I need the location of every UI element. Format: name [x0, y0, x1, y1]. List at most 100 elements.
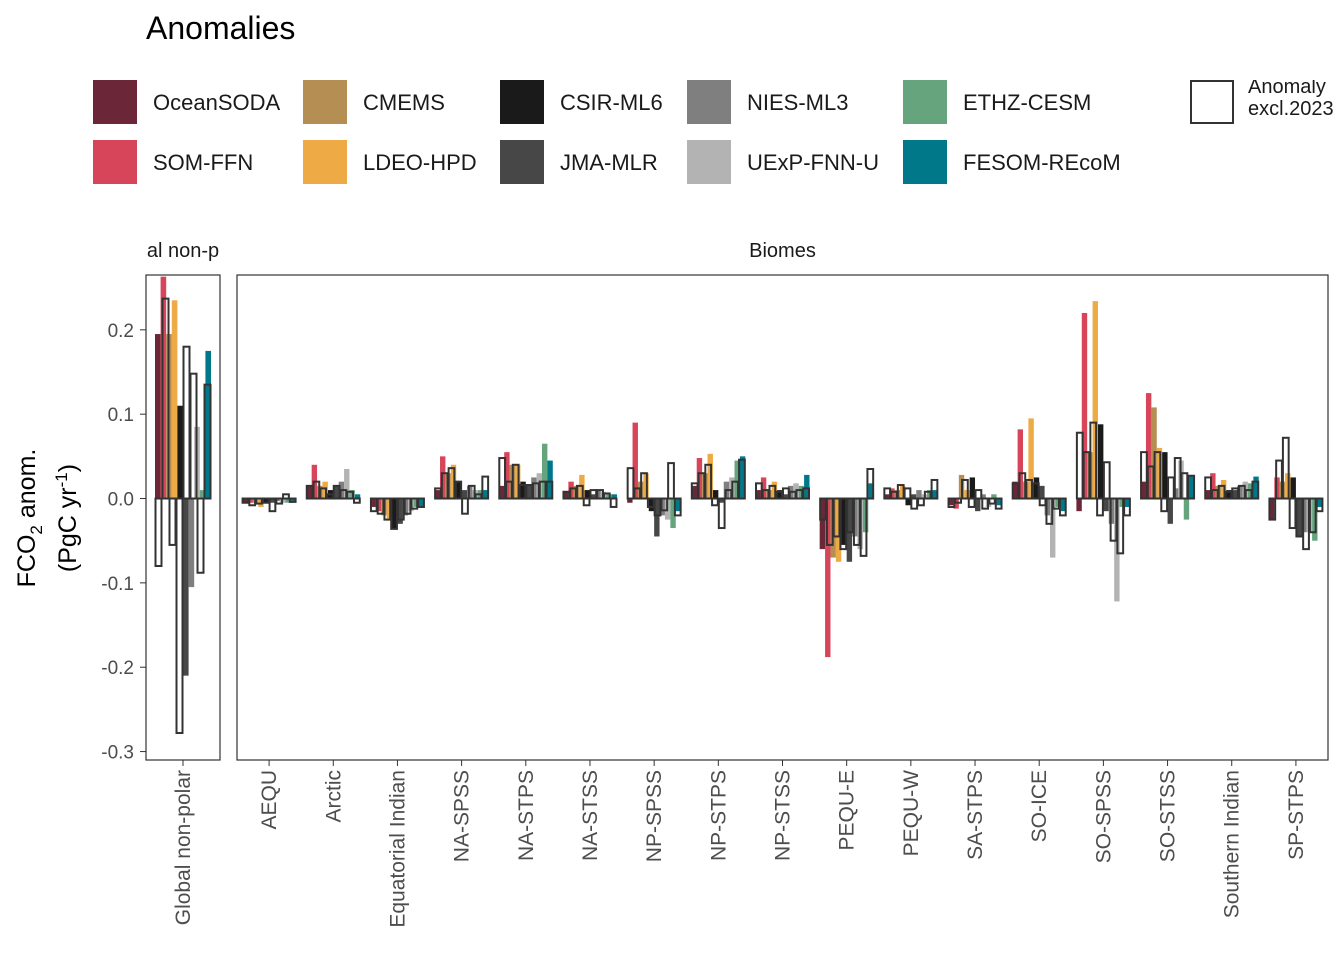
x-tick-label-na-stps: NA-STPS	[515, 770, 538, 861]
outline-bar-so-ice	[1038, 497, 1047, 507]
panel-border	[145, 274, 221, 761]
outline-bar-arctic	[346, 490, 355, 500]
bar-so-ice-jma-mlr	[1039, 485, 1045, 499]
x-tick-label-so-spss: SO-SPSS	[1092, 770, 1115, 863]
bar-southern-indian-som-ffn	[1210, 473, 1216, 499]
outline-bar-global-non-polar	[203, 383, 212, 500]
y-tick-label: 0.2	[108, 321, 134, 342]
bar-aequ-fesom-recom	[290, 498, 297, 502]
outline-bar-pequ-w	[930, 478, 939, 500]
outline-bar-sp-stps	[1315, 497, 1324, 513]
outline-bar-so-spss	[1116, 497, 1125, 555]
x-tick-label-so-ice: SO-ICE	[1028, 770, 1051, 842]
x-tick-label-sp-stps: SP-STPS	[1285, 770, 1308, 860]
outline-bar-np-spss	[640, 472, 648, 500]
y-axis-title-line2: (PgC yr-1)	[52, 464, 82, 572]
bar-np-spss-jma-mlr	[654, 498, 660, 537]
bar-sp-stps-csir-ml6	[1290, 477, 1296, 499]
bar-pequ-e-oceansoda	[819, 498, 826, 550]
bar-equatorial-indian-csir-ml6	[392, 498, 398, 529]
outline-bar-so-spss	[1096, 497, 1104, 517]
outline-bar-na-stss	[609, 497, 618, 508]
bar-global-non-polar-nies-ml3	[188, 498, 195, 588]
panel-border	[236, 274, 1329, 761]
y-tick-label: -0.3	[101, 743, 134, 764]
bar-pequ-w-oceansoda	[883, 494, 890, 499]
y-tick-label: -0.2	[101, 658, 134, 679]
bar-na-spss-csir-ml6	[456, 481, 462, 499]
bar-sa-stps-fesom-recom	[996, 498, 1003, 506]
outline-bar-na-stss	[582, 497, 591, 507]
outline-bar-aequ	[282, 493, 290, 500]
legend-label-jma-mlr: JMA-MLR	[560, 150, 658, 175]
outline-bar-sa-stps	[994, 497, 1003, 510]
legend-label-ldeo-hpd: LDEO-HPD	[363, 150, 477, 175]
x-tick-label-pequ-w: PEQU-W	[900, 770, 923, 857]
bar-pequ-e-fesom-recom	[868, 483, 874, 499]
outline-bar-so-spss	[1102, 461, 1111, 500]
bar-so-stss-ethz-cesm	[1183, 498, 1190, 520]
y-tick-label: 0.0	[108, 490, 134, 511]
bar-np-stss-jma-mlr	[782, 494, 788, 499]
bar-arctic-fesom-recom	[354, 494, 361, 499]
bar-np-spss-csir-ml6	[648, 498, 655, 512]
outline-bar-global-non-polar	[161, 297, 170, 500]
bar-southern-indian-fesom-recom	[1253, 476, 1259, 499]
x-tick-label-na-stss: NA-STSS	[579, 770, 602, 861]
outline-bar-na-spss	[467, 484, 476, 500]
bar-so-ice-oceansoda	[1012, 481, 1018, 499]
outline-bar-global-non-polar	[175, 497, 184, 735]
bar-na-spss-fesom-recom	[483, 490, 489, 499]
outline-bar-global-non-polar	[189, 372, 198, 500]
bar-southern-indian-jma-mlr	[1231, 490, 1238, 499]
outline-bar-global-non-polar	[196, 497, 205, 574]
outline-bar-na-stps	[545, 480, 554, 500]
outline-bar-na-stps	[511, 463, 520, 500]
outline-bar-sa-stps	[981, 497, 990, 510]
bar-arctic-oceansoda	[306, 485, 312, 499]
x-tick-label-global-non-polar: Global non-polar	[172, 770, 195, 925]
outline-bar-so-spss	[1075, 431, 1084, 500]
bar-global-non-polar-ldeo-hpd	[171, 300, 178, 499]
bar-sa-stps-oceansoda	[948, 498, 954, 506]
outline-bar-na-spss	[461, 497, 469, 515]
x-tick-label-equatorial-indian: Equatorial Indian	[386, 770, 409, 928]
x-tick-label-pequ-e: PEQU-E	[836, 770, 859, 851]
bar-np-stps-csir-ml6	[712, 490, 719, 499]
bar-sa-stps-ethz-cesm	[991, 494, 997, 499]
x-tick-label-so-stss: SO-STSS	[1157, 770, 1180, 862]
outline-bar-southern-indian	[1204, 476, 1212, 500]
legend-key-oceansoda	[93, 80, 137, 124]
bar-equatorial-indian-oceansoda	[370, 498, 376, 507]
outline-bar-aequ	[288, 497, 297, 503]
outline-bar-so-spss	[1123, 497, 1131, 517]
bar-sa-stps-jma-mlr	[975, 498, 981, 512]
outline-bar-southern-indian	[1251, 480, 1260, 500]
outline-bar-so-ice	[1031, 482, 1040, 500]
y-tick-label: -0.1	[101, 574, 134, 595]
bar-na-stps-csir-ml6	[520, 481, 526, 499]
outline-bar-global-non-polar	[182, 345, 191, 500]
bar-np-spss-som-ffn	[632, 422, 638, 499]
legend-key-nies-ml3	[687, 80, 731, 124]
outline-bar-sa-stps	[974, 489, 983, 500]
bar-np-stss-fesom-recom	[804, 474, 810, 499]
outline-bar-so-ice	[1058, 497, 1067, 517]
outline-bar-np-stps	[738, 458, 746, 500]
outline-bar-arctic	[353, 497, 361, 504]
legend-label-fesom-recom: FESOM-REcoM	[963, 150, 1121, 175]
x-tick-label-np-spss: NP-SPSS	[643, 770, 666, 862]
outline-bar-np-stps	[704, 463, 713, 500]
bar-sp-stps-oceansoda	[1268, 498, 1275, 520]
bar-global-non-polar-jma-mlr	[183, 498, 189, 676]
bar-so-ice-ldeo-hpd	[1028, 418, 1034, 499]
outline-bar-global-non-polar	[168, 497, 177, 546]
outline-bar-so-stss	[1187, 474, 1196, 500]
outline-bar-pequ-e	[866, 468, 875, 500]
outline-bar-np-stss	[802, 487, 810, 500]
outline-bar-sp-stps	[1288, 497, 1297, 530]
outline-bar-pequ-w	[903, 487, 912, 500]
bar-np-stss-csir-ml6	[777, 490, 783, 499]
outline-bar-pequ-e	[859, 497, 868, 557]
